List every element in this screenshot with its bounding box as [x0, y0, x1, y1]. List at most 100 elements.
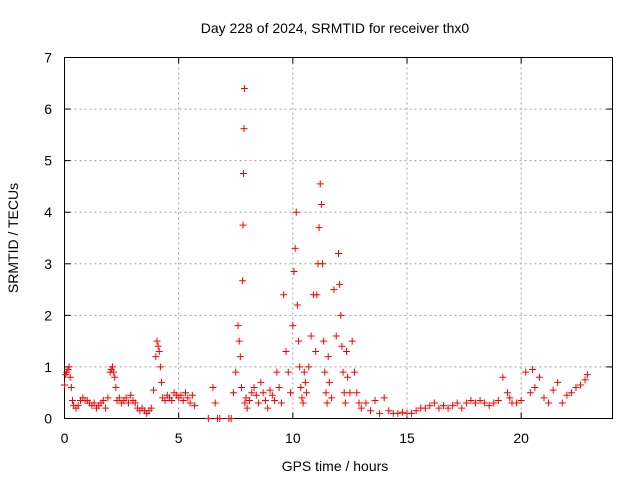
data-point — [234, 322, 242, 330]
data-point — [235, 337, 243, 345]
data-point — [315, 224, 323, 232]
data-point — [545, 399, 553, 407]
data-point — [112, 384, 120, 392]
data-point — [292, 208, 300, 216]
data-point — [153, 337, 161, 345]
data-point — [494, 396, 502, 404]
data-point — [186, 399, 194, 407]
data-point — [453, 399, 461, 407]
data-point — [290, 268, 298, 276]
data-point — [346, 389, 354, 397]
data-point — [284, 368, 292, 376]
x-tick-label: 5 — [175, 430, 183, 446]
data-point — [239, 221, 247, 229]
data-point — [65, 363, 73, 371]
data-point — [161, 396, 169, 404]
data-point — [282, 347, 290, 355]
data-point — [332, 332, 340, 340]
data-point — [458, 404, 466, 412]
data-point — [481, 399, 489, 407]
data-point — [124, 399, 132, 407]
data-point — [307, 332, 315, 340]
data-point — [298, 394, 306, 402]
data-point — [110, 368, 118, 376]
data-point — [296, 363, 304, 371]
data-point — [237, 384, 245, 392]
data-point — [168, 396, 176, 404]
data-point — [156, 363, 164, 371]
data-point — [583, 371, 591, 379]
data-point — [320, 337, 328, 345]
data-point — [554, 378, 562, 386]
data-point — [540, 394, 548, 402]
data-point — [232, 368, 240, 376]
data-point — [344, 373, 352, 381]
data-point — [324, 353, 332, 361]
data-point — [122, 394, 130, 402]
data-point — [184, 394, 192, 402]
y-tick-label: 0 — [44, 411, 52, 427]
x-tick-label: 15 — [399, 430, 415, 446]
data-point — [567, 389, 575, 397]
data-points — [61, 84, 591, 422]
y-tick-label: 2 — [44, 307, 52, 323]
data-point — [366, 407, 374, 415]
data-point — [357, 404, 365, 412]
data-point — [99, 396, 107, 404]
data-point — [271, 396, 279, 404]
data-point — [321, 368, 329, 376]
data-point — [66, 373, 74, 381]
data-point — [299, 399, 307, 407]
data-point — [277, 399, 285, 407]
data-point — [191, 402, 199, 410]
data-point — [408, 409, 416, 417]
data-point — [291, 244, 299, 252]
data-point — [268, 391, 276, 399]
data-point — [467, 396, 475, 404]
data-point — [179, 396, 187, 404]
data-point — [513, 399, 521, 407]
data-point — [529, 366, 537, 374]
data-point — [412, 407, 420, 415]
data-point — [355, 399, 363, 407]
data-point — [241, 399, 249, 407]
data-point — [229, 389, 237, 397]
data-point — [102, 404, 110, 412]
data-point — [204, 415, 212, 422]
data-point — [264, 404, 272, 412]
data-point — [577, 381, 585, 389]
y-tick-label: 7 — [44, 50, 52, 66]
data-point — [338, 342, 346, 350]
data-point — [558, 399, 566, 407]
data-point — [336, 280, 344, 288]
data-point — [257, 378, 265, 386]
x-tick-label: 10 — [285, 430, 301, 446]
data-point — [371, 396, 379, 404]
data-point — [245, 396, 253, 404]
data-point — [108, 363, 116, 371]
y-tick-label: 6 — [44, 101, 52, 117]
data-point — [305, 363, 313, 371]
x-tick-label: 20 — [513, 430, 529, 446]
data-point — [259, 389, 267, 397]
data-point — [104, 394, 112, 402]
data-point — [67, 384, 75, 392]
data-point — [322, 389, 330, 397]
data-point — [239, 277, 247, 285]
data-point — [353, 389, 361, 397]
data-point — [563, 391, 571, 399]
data-point — [522, 368, 530, 376]
data-point — [236, 353, 244, 361]
y-tick-label: 4 — [44, 204, 52, 220]
data-point — [280, 291, 288, 299]
y-tick-label: 1 — [44, 359, 52, 375]
data-point — [300, 368, 308, 376]
plot-frame — [64, 57, 613, 419]
data-point — [339, 368, 347, 376]
data-point — [362, 399, 370, 407]
data-point — [394, 409, 402, 417]
y-tick-label: 5 — [44, 153, 52, 169]
data-point — [147, 404, 155, 412]
data-point — [440, 402, 448, 410]
